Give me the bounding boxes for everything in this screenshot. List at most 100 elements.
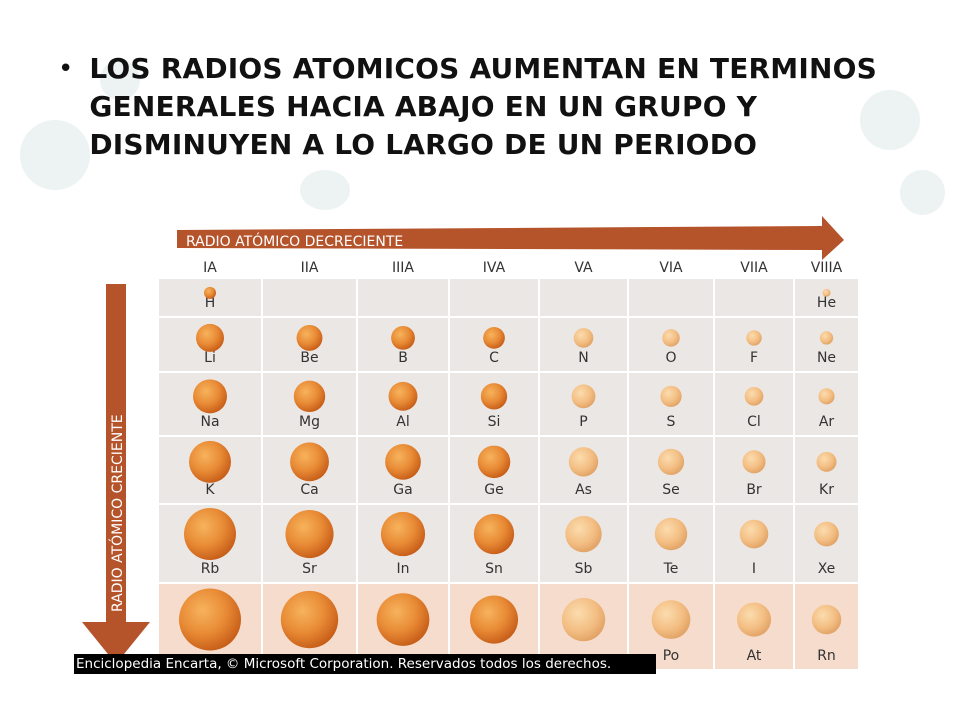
element-symbol: F (750, 350, 758, 366)
atom-sphere (736, 602, 772, 637)
atom-sphere (568, 447, 599, 477)
element-symbol: Rn (817, 648, 836, 664)
table-cell (356, 277, 450, 318)
side-arrow-label: RADIO ATÓMICO CRECIENTE (108, 414, 126, 612)
element-symbol: Br (746, 482, 762, 498)
atom-sphere (816, 451, 837, 472)
atom-sphere (193, 379, 227, 414)
element-symbol: Al (396, 414, 409, 430)
atom-sphere (561, 597, 606, 642)
atom-sphere (204, 286, 216, 299)
atom-sphere (391, 326, 415, 350)
atom-sphere (280, 590, 339, 649)
background-decoration (900, 170, 945, 215)
group-header: VIA (659, 260, 683, 276)
element-symbol: Na (200, 414, 219, 430)
element-symbol: I (752, 561, 756, 577)
decreasing-arrow (177, 216, 844, 260)
element-symbol: Mg (299, 414, 320, 430)
atom-sphere (477, 445, 511, 479)
table-cell (713, 277, 795, 318)
element-symbol: S (667, 414, 676, 430)
atom-sphere (744, 386, 764, 406)
atom-sphere (742, 450, 766, 474)
element-symbol: At (747, 648, 762, 664)
table-cell (627, 277, 715, 318)
element-symbol: Ar (819, 414, 835, 430)
atom-sphere (819, 331, 834, 345)
table-cell (261, 277, 358, 318)
atom-sphere (179, 588, 241, 651)
atom-sphere (571, 384, 596, 409)
atom-sphere (657, 448, 685, 475)
atom-sphere (473, 513, 515, 555)
table-cell (356, 371, 450, 437)
element-symbol: Li (204, 350, 216, 366)
atom-sphere (376, 593, 430, 646)
top-arrow-label: RADIO ATÓMICO DECRECIENTE (186, 232, 403, 250)
element-symbol: P (579, 414, 587, 430)
atom-sphere (654, 517, 688, 551)
atom-sphere (293, 380, 326, 413)
atom-sphere (818, 388, 835, 405)
atom-sphere (573, 328, 594, 348)
background-decoration (100, 60, 140, 100)
atom-sphere (746, 330, 762, 346)
atom-sphere (296, 324, 323, 351)
background-decoration (300, 170, 350, 210)
element-symbol: N (578, 350, 588, 366)
increasing-arrow (82, 284, 150, 664)
table-cell (448, 277, 540, 318)
atomic-radius-figure: RADIO ATÓMICO DECRECIENTE RADIO ATÓMICO C… (62, 212, 904, 680)
atom-sphere (822, 288, 831, 297)
atom-sphere (662, 329, 680, 347)
element-symbol: Ca (300, 482, 318, 498)
group-header: IIIA (392, 260, 414, 276)
element-symbol: Cl (747, 414, 761, 430)
element-symbol: Sb (575, 561, 593, 577)
element-symbol: In (396, 561, 409, 577)
group-header: IIA (301, 260, 319, 276)
atom-sphere (480, 383, 508, 410)
group-header: IA (203, 260, 217, 276)
element-symbol: Rb (201, 561, 220, 577)
element-symbol: Ge (484, 482, 503, 498)
slide-title: • LOS RADIOS ATOMICOS AUMENTAN EN TERMIN… (58, 50, 918, 164)
atom-sphere (739, 519, 769, 549)
background-decoration (860, 90, 920, 150)
element-symbol: Po (663, 648, 680, 664)
atom-sphere (483, 327, 505, 349)
element-symbol: He (817, 295, 836, 311)
atom-sphere (469, 595, 519, 644)
atom-sphere (290, 442, 329, 482)
table-cell (538, 277, 629, 318)
group-header: VIIIA (811, 260, 843, 276)
element-symbol: B (398, 350, 408, 366)
atom-sphere (651, 600, 691, 639)
group-header: IVA (483, 260, 506, 276)
element-symbol: Ne (817, 350, 836, 366)
element-symbol: Sn (485, 561, 503, 577)
element-symbol: O (665, 350, 676, 366)
atomic-radius-diagram: RADIO ATÓMICO DECRECIENTE RADIO ATÓMICO C… (82, 216, 860, 671)
element-symbol: H (205, 295, 216, 311)
element-symbol: Se (662, 482, 680, 498)
atom-sphere (189, 440, 231, 483)
atom-sphere (814, 521, 839, 547)
atom-sphere (285, 509, 334, 559)
group-header: VIIA (740, 260, 768, 276)
element-symbol: Sr (302, 561, 317, 577)
atom-sphere (385, 443, 421, 480)
atom-sphere (811, 604, 842, 635)
atom-sphere (660, 385, 682, 407)
element-symbol: As (575, 482, 592, 498)
element-symbol: K (205, 482, 215, 498)
element-symbol: Xe (818, 561, 836, 577)
element-symbol: Be (300, 350, 318, 366)
atom-sphere (184, 508, 236, 561)
group-header: VA (574, 260, 593, 276)
element-symbol: Te (663, 561, 679, 577)
background-decoration (20, 120, 90, 190)
bullet-marker: • (58, 54, 74, 84)
element-symbol: Kr (819, 482, 834, 498)
